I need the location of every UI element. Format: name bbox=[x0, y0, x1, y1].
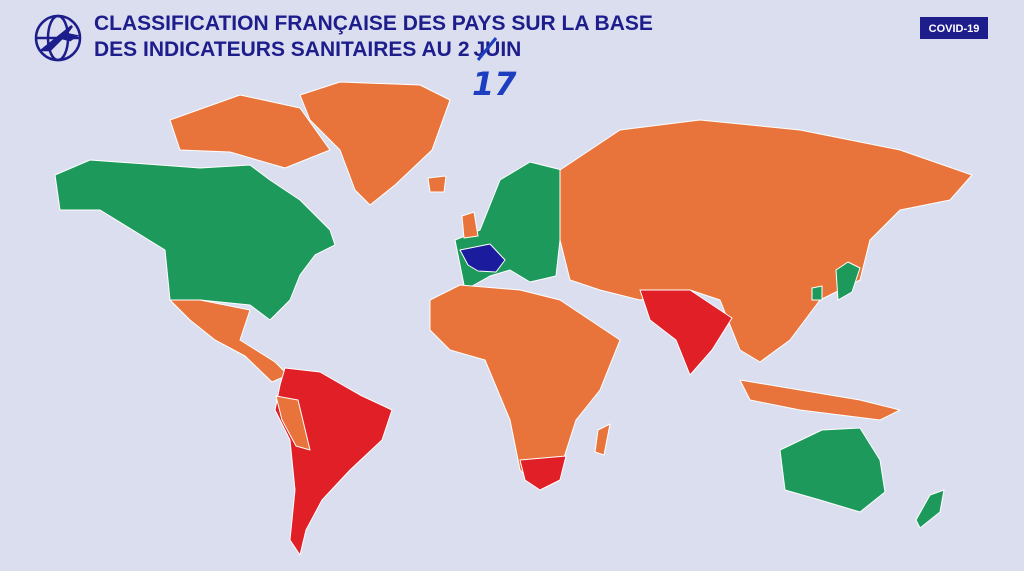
southeast-asia-islands bbox=[739, 379, 901, 421]
andes-orange bbox=[275, 395, 311, 451]
new-zealand bbox=[915, 489, 945, 529]
world-map bbox=[54, 81, 973, 556]
north-america bbox=[54, 159, 336, 321]
title-suffix: JUIN bbox=[474, 38, 522, 61]
france bbox=[459, 243, 506, 273]
struck-day: 2 bbox=[458, 38, 470, 61]
iceland bbox=[427, 175, 447, 193]
badge-bg bbox=[920, 17, 988, 39]
south-america bbox=[274, 367, 393, 556]
arctic-islands bbox=[169, 94, 331, 169]
japan bbox=[835, 261, 861, 301]
australia bbox=[779, 427, 886, 513]
africa bbox=[429, 284, 621, 491]
greenland bbox=[299, 81, 451, 206]
badge: COVID-19 bbox=[929, 23, 980, 35]
title-line-1: CLASSIFICATION FRANÇAISE DES PAYS SUR LA… bbox=[94, 12, 653, 35]
title-prefix: DES INDICATEURS SANITAIRES AU bbox=[94, 38, 452, 61]
uk bbox=[461, 211, 479, 239]
madagascar bbox=[594, 423, 611, 456]
logo bbox=[34, 14, 82, 62]
south-asia bbox=[639, 289, 733, 376]
title-line-2: DES INDICATEURS SANITAIRES AU 2 JUIN bbox=[94, 38, 521, 61]
south-africa bbox=[519, 455, 567, 491]
strike-mark bbox=[476, 37, 498, 61]
handwritten-day: 17 bbox=[472, 65, 517, 103]
korea bbox=[811, 285, 823, 301]
